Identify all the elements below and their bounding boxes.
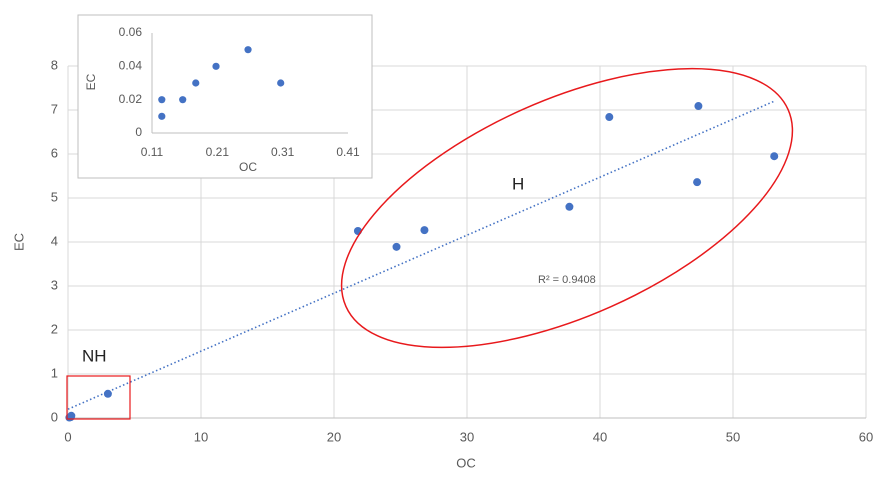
x-tick-label: 40 xyxy=(593,429,607,444)
x-tick-label: 0.21 xyxy=(206,145,230,159)
y-tick-label: 3 xyxy=(51,277,58,292)
annotation: H xyxy=(512,174,524,193)
cluster-ellipse xyxy=(340,67,794,349)
point xyxy=(694,102,703,111)
y-tick-label: 7 xyxy=(51,101,58,116)
point xyxy=(244,46,252,54)
y-tick-label: 1 xyxy=(51,365,58,380)
point xyxy=(693,178,702,187)
x-tick-label: 50 xyxy=(726,429,740,444)
x-tick-label: 0.11 xyxy=(141,145,164,159)
inset-frame xyxy=(77,14,373,179)
r-squared: R² = 0.9408 xyxy=(538,274,596,286)
y-tick-label: 2 xyxy=(51,321,58,336)
y-tick-label: 8 xyxy=(51,57,58,72)
point xyxy=(67,411,76,420)
y-tick-label: 0.06 xyxy=(119,25,143,39)
x-tick-label: 10 xyxy=(194,429,208,444)
point xyxy=(392,242,401,251)
y-tick-label: 0 xyxy=(51,409,58,424)
y-tick-label: 5 xyxy=(51,189,58,204)
y-axis-label: EC xyxy=(84,73,98,90)
point xyxy=(103,389,112,398)
point xyxy=(212,62,220,70)
x-tick-label: 30 xyxy=(460,429,474,444)
point xyxy=(420,226,429,235)
point xyxy=(179,96,187,104)
inset-grid: 0 0.02 0.04 0.06 0.11 0.21 0.31 0.41 OC EC xyxy=(84,25,360,174)
x-tick-label: 60 xyxy=(859,429,873,444)
point xyxy=(158,96,166,104)
y-axis-label: EC xyxy=(11,233,26,251)
y-tick-label: 0 xyxy=(135,125,142,139)
point xyxy=(277,79,285,87)
point xyxy=(158,112,166,120)
x-axis-label: OC xyxy=(239,160,257,174)
x-tick-label: 20 xyxy=(327,429,341,444)
point xyxy=(192,79,200,87)
x-tick-label: 0.31 xyxy=(271,145,295,159)
y-tick-label: 6 xyxy=(51,145,58,160)
point xyxy=(605,113,614,122)
annotation: NH xyxy=(82,346,107,365)
x-tick-label: 0.41 xyxy=(336,145,360,159)
x-tick-label: 0 xyxy=(64,429,71,444)
y-tick-label: 0.04 xyxy=(119,59,143,73)
y-tick-label: 4 xyxy=(51,233,58,248)
inset-marks xyxy=(158,46,285,120)
y-tick-label: 0.02 xyxy=(119,92,143,106)
point xyxy=(770,152,779,161)
cluster-box xyxy=(66,375,131,420)
trendline xyxy=(67,100,775,410)
point xyxy=(565,202,574,211)
x-axis-label: OC xyxy=(456,455,476,470)
